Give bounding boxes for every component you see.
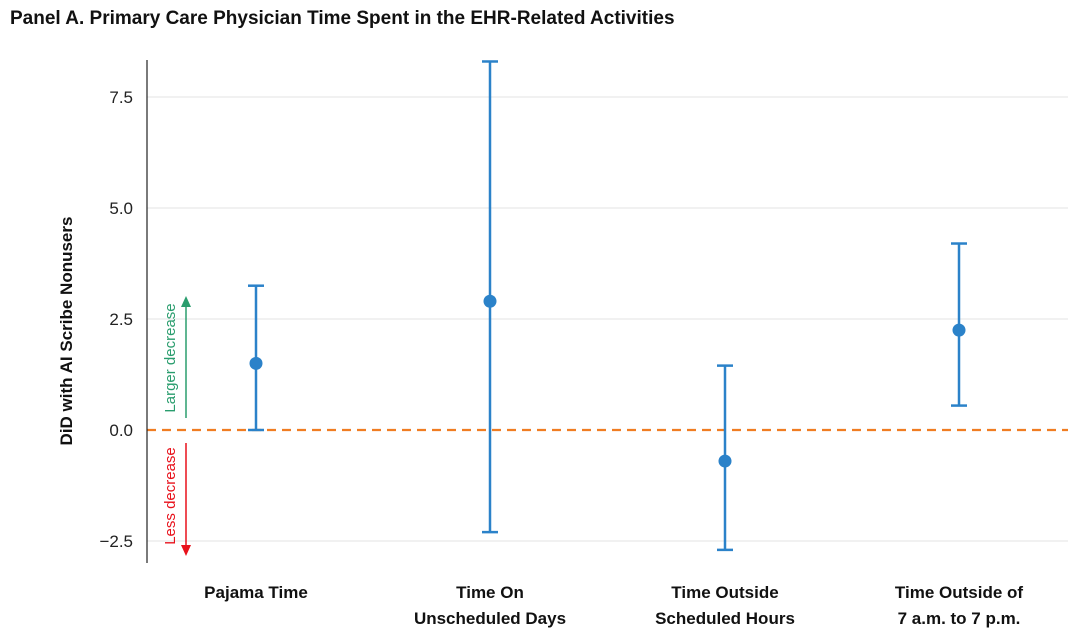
point-estimate-marker [952,323,966,337]
error-bar-point [717,364,733,552]
x-category-label: Time Outside [671,583,778,602]
x-category-label: 7 a.m. to 7 p.m. [898,609,1021,628]
down-arrow-icon [181,545,191,556]
y-tick-label: 2.5 [109,310,133,329]
less-decrease-label: Less decrease [162,447,179,545]
larger-decrease-label: Larger decrease [162,303,179,412]
series-markers [248,60,967,552]
x-category-label: Time On [456,583,524,602]
x-category-label: Scheduled Hours [655,609,795,628]
point-estimate-marker [249,356,263,370]
point-estimate-marker [483,294,497,308]
error-bar-point [248,284,264,432]
y-tick-label: 5.0 [109,199,133,218]
x-category-labels: Pajama Time Time On Unscheduled Days Time O… [204,583,1023,628]
point-estimate-marker [718,454,732,468]
y-tick-label: 7.5 [109,88,133,107]
error-bar-point [951,242,967,407]
y-tick-label: −2.5 [99,532,133,551]
x-category-label: Unscheduled Days [414,609,566,628]
direction-annotations: Larger decrease Less decrease [162,296,191,556]
y-axis-label: DiD with AI Scribe Nonusers [57,217,76,446]
chart-title: Panel A. Primary Care Physician Time Spe… [10,8,675,29]
error-bar-point [482,60,498,534]
y-tick-labels: −2.5 0.0 2.5 5.0 7.5 [99,88,133,551]
x-category-label: Pajama Time [204,583,308,602]
up-arrow-icon [181,296,191,307]
y-tick-label: 0.0 [109,421,133,440]
gridlines [147,96,1068,542]
x-category-label: Time Outside of [895,583,1023,602]
